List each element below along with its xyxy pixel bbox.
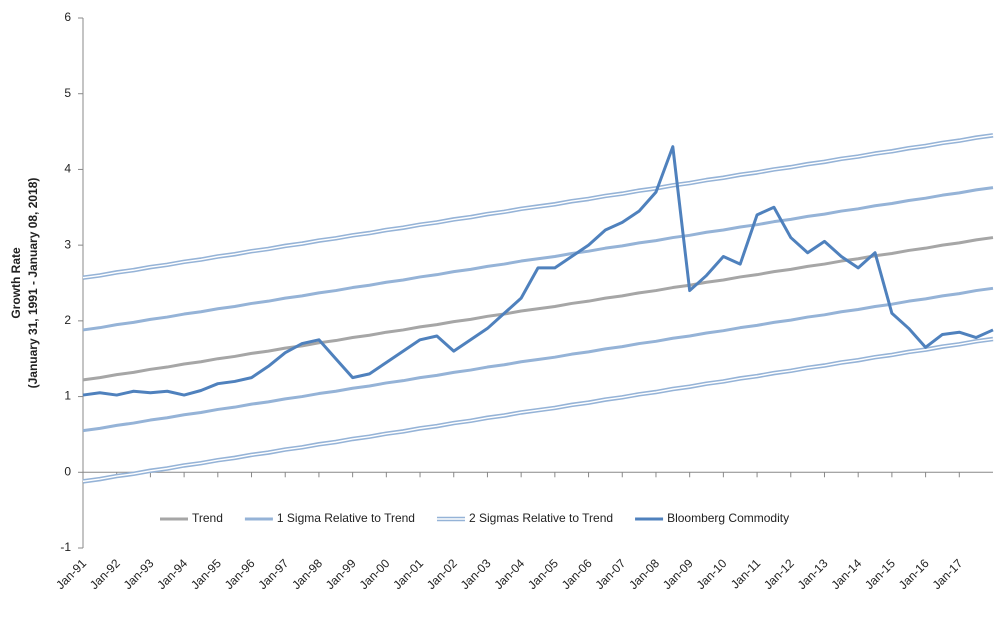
x-tick-label: Jan-00 xyxy=(357,556,393,592)
x-tick-label: Jan-04 xyxy=(491,556,527,592)
x-tick-label: Jan-07 xyxy=(593,556,629,592)
x-tick-label: Jan-14 xyxy=(828,556,864,592)
y-label-sub: (January 31, 1991 - January 08, 2018) xyxy=(26,178,40,389)
y-axis-title: Growth Rate (January 31, 1991 - January … xyxy=(9,178,40,389)
series-line xyxy=(82,186,994,332)
series-line-lower xyxy=(82,286,994,433)
x-tick-label: Jan-09 xyxy=(660,556,696,592)
x-tick-label: Jan-08 xyxy=(626,556,662,592)
x-tick-label: Jan-16 xyxy=(896,556,932,592)
x-tick-label: Jan-99 xyxy=(323,556,359,592)
x-tick-label: Jan-97 xyxy=(255,556,291,592)
series-line xyxy=(82,145,994,397)
x-tick-label: Jan-03 xyxy=(458,556,494,592)
x-tick-label: Jan-13 xyxy=(795,556,831,592)
x-tick-label: Jan-05 xyxy=(525,556,561,592)
legend-label: 2 Sigmas Relative to Trend xyxy=(469,511,613,525)
series-line-inner xyxy=(82,134,994,279)
x-tick-label: Jan-96 xyxy=(222,556,258,592)
series-line-lower-inner xyxy=(82,338,994,483)
x-tick-label: Jan-01 xyxy=(390,556,426,592)
legend-label: Bloomberg Commodity xyxy=(667,511,789,525)
legend-label: Trend xyxy=(192,511,223,525)
y-tick-label: -1 xyxy=(60,540,71,554)
y-tick-label: 4 xyxy=(64,162,71,176)
x-tick-label: Jan-93 xyxy=(121,556,157,592)
x-tick-label: Jan-06 xyxy=(559,556,595,592)
x-tick-label: Jan-17 xyxy=(930,556,966,592)
y-tick-label: 6 xyxy=(64,10,71,24)
legend: Trend 1 Sigma Relative to Trend 2 Sigmas R… xyxy=(160,511,789,525)
y-tick-label: 1 xyxy=(64,389,71,403)
x-tick-label: Jan-15 xyxy=(862,556,898,592)
x-tick-label: Jan-92 xyxy=(87,556,123,592)
series-line xyxy=(82,236,994,382)
y-tick-label: 0 xyxy=(64,464,71,478)
y-label: Growth Rate xyxy=(9,247,23,319)
x-tick-label: Jan-91 xyxy=(53,556,89,592)
x-tick-label: Jan-02 xyxy=(424,556,460,592)
x-tick-label: Jan-12 xyxy=(761,556,797,592)
legend-label: 1 Sigma Relative to Trend xyxy=(277,511,415,525)
y-tick-label: 2 xyxy=(64,313,71,327)
y-tick-label: 3 xyxy=(64,237,71,251)
x-tick-label: Jan-11 xyxy=(728,556,763,591)
x-tick-label: Jan-95 xyxy=(188,556,224,592)
x-tick-label: Jan-94 xyxy=(154,556,190,592)
x-tick-label: Jan-10 xyxy=(694,556,730,592)
x-tick-label: Jan-98 xyxy=(289,556,325,592)
y-tick-label: 5 xyxy=(64,86,71,100)
